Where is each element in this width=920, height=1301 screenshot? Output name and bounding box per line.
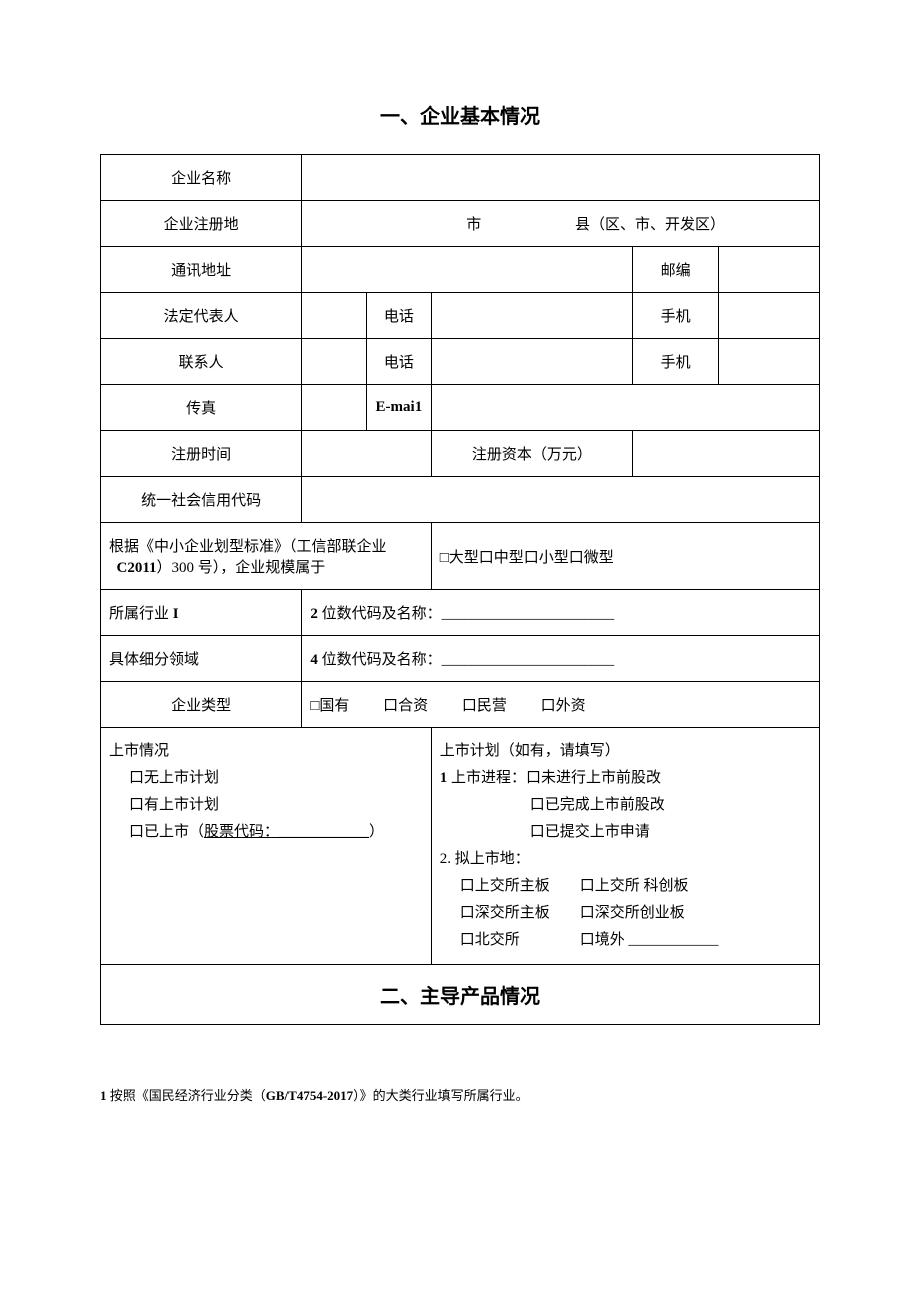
field-reg-time[interactable] (302, 431, 431, 477)
row-address: 通讯地址 邮编 (101, 247, 820, 293)
form-table: 企业名称 企业注册地 市 县（区、市、开发区） 通讯地址 邮编 法定代表人 电话… (100, 154, 820, 1025)
label-reg-time: 注册时间 (101, 431, 302, 477)
field-postcode[interactable] (719, 247, 820, 293)
text-c2011: C2011 (117, 560, 157, 576)
label-fax: 传真 (101, 385, 302, 431)
text-city: 市 (466, 217, 481, 233)
field-company-name[interactable] (302, 155, 820, 201)
text-venue: 2. 拟上市地： (440, 846, 811, 873)
label-phone1: 电话 (367, 293, 432, 339)
opt-listed: 口已上市（股票代码：____________） (109, 819, 423, 846)
section2-title: 二、主导产品情况 (101, 965, 820, 1025)
row-reg-place: 企业注册地 市 县（区、市、开发区） (101, 201, 820, 247)
field-phone2[interactable] (431, 339, 632, 385)
text-gbt: GB/T4754-2017 (266, 1088, 353, 1103)
row-credit-code: 统一社会信用代码 (101, 477, 820, 523)
label-postcode: 邮编 (633, 247, 719, 293)
label-capital: 注册资本（万元） (431, 431, 632, 477)
field-credit-code[interactable] (302, 477, 820, 523)
field-ent-type[interactable]: □国有 口合资 口民营 口外资 (302, 682, 820, 728)
label-subfield: 具体细分领域 (101, 636, 302, 682)
field-fax[interactable] (302, 385, 367, 431)
row-reg-time: 注册时间 注册资本（万元） (101, 431, 820, 477)
row-section2: 二、主导产品情况 (101, 965, 820, 1025)
label-credit-code: 统一社会信用代码 (101, 477, 302, 523)
row-subfield: 具体细分领域 4 位数代码及名称：_______________________ (101, 636, 820, 682)
cell-listing-left[interactable]: 上市情况 口无上市计划 口有上市计划 口已上市（股票代码：___________… (101, 728, 432, 965)
row-ex1: 口上交所主板口上交所 科创板 (440, 873, 811, 900)
row-ex2: 口深交所主板口深交所创业板 (440, 900, 811, 927)
field-contact[interactable] (302, 339, 367, 385)
row-industry: 所属行业 I 2 位数代码及名称：_______________________ (101, 590, 820, 636)
page-title: 一、企业基本情况 (100, 100, 820, 129)
field-legal-rep[interactable] (302, 293, 367, 339)
opt-reform-done: 口已完成上市前股改 (440, 792, 811, 819)
text-listing-title: 上市情况 (109, 738, 423, 765)
opt-submitted: 口已提交上市申请 (440, 819, 811, 846)
label-email: E-mai1 (367, 385, 432, 431)
label-mobile2: 手机 (633, 339, 719, 385)
label-ent-type: 企业类型 (101, 682, 302, 728)
label-reg-place: 企业注册地 (101, 201, 302, 247)
field-address[interactable] (302, 247, 633, 293)
field-industry[interactable]: 2 位数代码及名称：_______________________ (302, 590, 820, 636)
row-ex3: 口北交所口境外 ____________ (440, 927, 811, 954)
label-company-name: 企业名称 (101, 155, 302, 201)
text-progress: 1 上市进程：口未进行上市前股改 (440, 765, 811, 792)
text-county: 县（区、市、开发区） (575, 217, 725, 233)
footnote: 1 按照《国民经济行业分类（GB/T4754-2017）》的大类行业填写所属行业… (100, 1085, 820, 1104)
text-i: I (173, 606, 179, 622)
opt-joint: 口合资 (383, 698, 428, 714)
row-listing: 上市情况 口无上市计划 口有上市计划 口已上市（股票代码：___________… (101, 728, 820, 965)
opt-has-plan: 口有上市计划 (109, 792, 423, 819)
label-industry: 所属行业 I (101, 590, 302, 636)
row-fax: 传真 E-mai1 (101, 385, 820, 431)
field-phone1[interactable] (431, 293, 632, 339)
field-reg-place[interactable]: 市 县（区、市、开发区） (302, 201, 820, 247)
row-contact: 联系人 电话 手机 (101, 339, 820, 385)
row-legal-rep: 法定代表人 电话 手机 (101, 293, 820, 339)
field-scale[interactable]: □大型口中型口小型口微型 (431, 523, 819, 590)
field-email[interactable] (431, 385, 819, 431)
field-mobile1[interactable] (719, 293, 820, 339)
opt-state: □国有 (310, 698, 349, 714)
field-subfield[interactable]: 4 位数代码及名称：_______________________ (302, 636, 820, 682)
field-mobile2[interactable] (719, 339, 820, 385)
text-4: 4 (310, 652, 318, 668)
cell-listing-right[interactable]: 上市计划（如有，请填写） 1 上市进程：口未进行上市前股改 口已完成上市前股改 … (431, 728, 819, 965)
label-scale: 根据《中小企业划型标准》（工信部联企业 C2011）300 号），企业规模属于 (101, 523, 432, 590)
row-scale: 根据《中小企业划型标准》（工信部联企业 C2011）300 号），企业规模属于 … (101, 523, 820, 590)
row-company-name: 企业名称 (101, 155, 820, 201)
label-contact: 联系人 (101, 339, 302, 385)
label-phone2: 电话 (367, 339, 432, 385)
text-2: 2 (310, 606, 318, 622)
opt-no-plan: 口无上市计划 (109, 765, 423, 792)
label-legal-rep: 法定代表人 (101, 293, 302, 339)
text-plan-title: 上市计划（如有，请填写） (440, 738, 811, 765)
label-mobile1: 手机 (633, 293, 719, 339)
opt-foreign: 口外资 (541, 698, 586, 714)
opt-private: 口民营 (462, 698, 507, 714)
row-ent-type: 企业类型 □国有 口合资 口民营 口外资 (101, 682, 820, 728)
field-capital[interactable] (633, 431, 820, 477)
label-address: 通讯地址 (101, 247, 302, 293)
